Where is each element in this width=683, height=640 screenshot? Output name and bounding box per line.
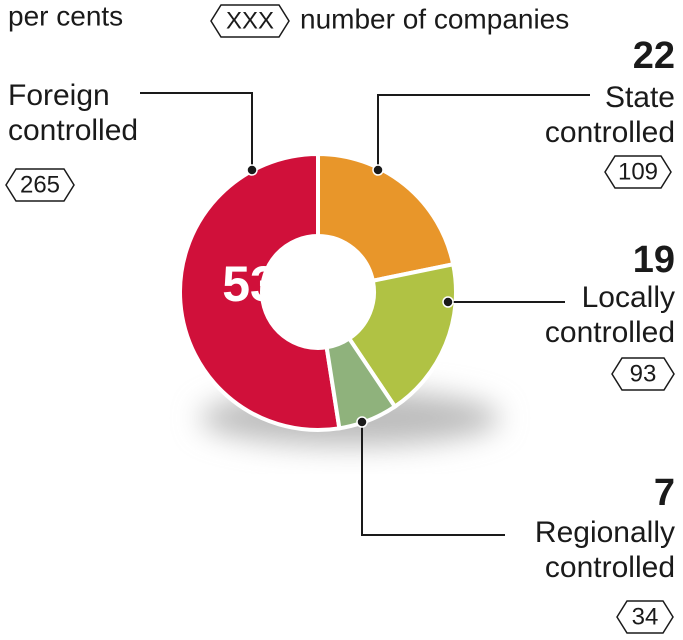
hex-badge [604,155,672,189]
hex-badge [210,4,290,38]
count-legend-symbol: XXX [226,7,274,34]
wedge [346,261,458,410]
count-label: 93 [630,360,657,387]
hex-badge [616,600,674,634]
leader-dot [246,164,258,176]
value-label: 22 [633,35,675,77]
count-label: 34 [632,603,659,630]
value-label: 7 [654,472,675,514]
value-label: 53 [222,256,278,312]
count-label: 265 [20,171,60,198]
category-label: Locally controlled [544,281,675,349]
leader-line [377,94,590,170]
leader-dot [442,296,454,308]
hex-badge [611,357,675,391]
hex-badge [5,168,75,202]
wedge [316,151,456,284]
category-label: State controlled [544,81,675,149]
category-label: Foreign controlled [8,79,139,147]
leader-dot [372,164,384,176]
leader-line [361,422,505,536]
value-label: 19 [633,239,675,281]
count-label: 109 [618,158,658,185]
count-legend-label: number of companies [300,3,569,34]
leader-line [140,92,253,170]
category-label: Regionally controlled [534,516,675,584]
wedge [324,335,398,431]
unit-label: per cents [8,0,123,31]
leader-dot [356,416,368,428]
